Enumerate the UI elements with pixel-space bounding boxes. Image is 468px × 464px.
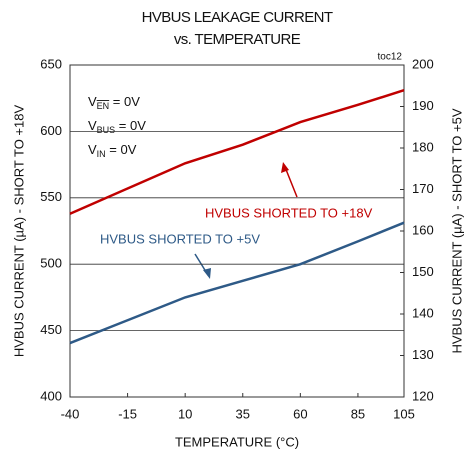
x-tick-label: 85	[351, 406, 365, 421]
series-line	[69, 89, 405, 215]
condition-subscript: IN	[97, 149, 106, 159]
y2-tick-label: 180	[412, 139, 434, 154]
arrowhead	[203, 268, 211, 279]
condition-text: = 0V	[115, 118, 146, 133]
y2-tick-label: 160	[412, 222, 434, 237]
y2-tick-label: 190	[412, 98, 434, 113]
y-tick-label: 500	[40, 256, 62, 271]
y2-tick-label: 130	[412, 347, 434, 362]
x-tick-label: 35	[236, 406, 250, 421]
y2-tick-label: 150	[412, 264, 434, 279]
condition-subscript: EN	[97, 101, 110, 111]
x-tick-label: -40	[61, 406, 80, 421]
chart-title: HVBUS LEAKAGE CURRENT	[142, 9, 333, 26]
series-line	[69, 221, 405, 345]
x-tick-label: -15	[118, 406, 137, 421]
y-tick-label: 450	[40, 322, 62, 337]
condition-text: = 0V	[106, 142, 137, 157]
y-tick-label: 550	[40, 189, 62, 204]
y-tick-label: 600	[40, 123, 62, 138]
series-label: HVBUS SHORTED TO +18V	[205, 205, 373, 220]
condition-symbol: V	[88, 118, 97, 133]
y2-tick-label: 120	[412, 388, 434, 403]
condition: VBUS = 0V	[88, 118, 146, 135]
y-tick-label: 400	[40, 388, 62, 403]
plot-frame	[69, 64, 405, 398]
condition-symbol: V	[88, 94, 97, 109]
y2-tick-label: 170	[412, 181, 434, 196]
y-tick-label: 650	[40, 56, 62, 71]
x-tick-label: 60	[293, 406, 307, 421]
condition-subscript: BUS	[97, 125, 116, 135]
x-axis-label: TEMPERATURE (°C)	[175, 434, 299, 449]
x-tick-label: 105	[393, 406, 415, 421]
figure-id: toc12	[378, 52, 403, 63]
condition-symbol: V	[88, 142, 97, 157]
x-tick-label: 10	[178, 406, 192, 421]
condition: VEN = 0V	[88, 94, 140, 111]
arrowhead	[281, 162, 289, 173]
y2-tick-label: 140	[412, 305, 434, 320]
condition-text: = 0V	[109, 94, 140, 109]
condition: VIN = 0V	[88, 142, 137, 159]
y2-tick-label: 200	[412, 56, 434, 71]
y-axis-label: HVBUS CURRENT (µA) - SHORT TO +18V	[11, 105, 26, 358]
arrow	[284, 166, 298, 198]
y2-axis-label: HVBUS CURRENT (µA) - SHORT TO +5V	[449, 108, 464, 353]
chart-subtitle: vs. TEMPERATURE	[174, 31, 301, 48]
series-label: HVBUS SHORTED TO +5V	[100, 231, 260, 246]
